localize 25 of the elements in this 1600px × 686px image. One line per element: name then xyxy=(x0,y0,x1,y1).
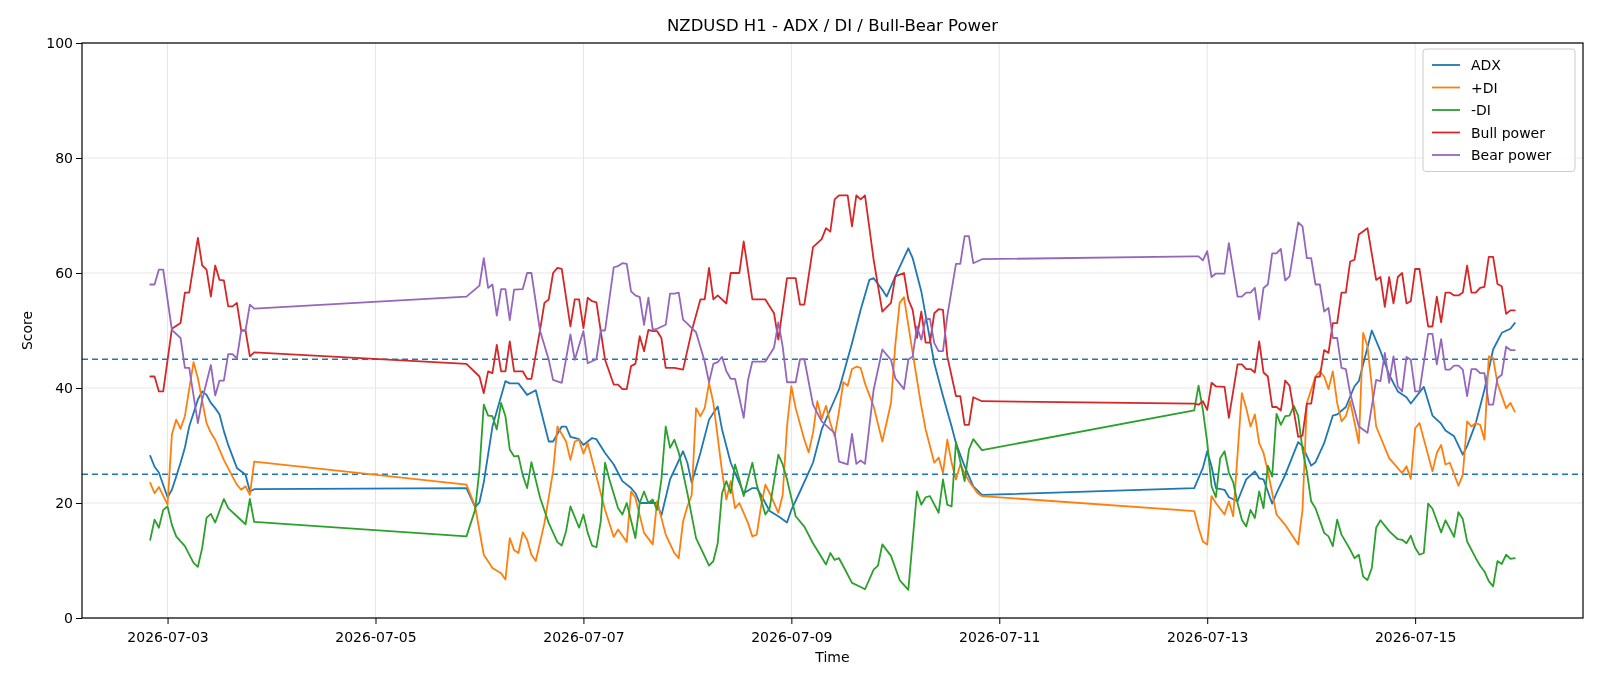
line-series xyxy=(149,221,1516,466)
x-tick-label: 2026-07-07 xyxy=(543,629,625,646)
line-series xyxy=(149,296,1516,581)
x-tick-label: 2026-07-13 xyxy=(1167,629,1249,646)
x-tick-label: 2026-07-09 xyxy=(751,629,833,646)
y-tick-label: 80 xyxy=(55,149,73,166)
y-tick-label: 0 xyxy=(64,609,73,626)
chart-title: NZDUSD H1 - ADX / DI / Bull-Bear Power xyxy=(667,16,999,35)
y-tick-label: 20 xyxy=(55,494,73,511)
x-tick-label: 2026-07-03 xyxy=(127,629,209,646)
legend-label: +DI xyxy=(1471,79,1498,96)
legend-label: Bear power xyxy=(1471,147,1552,163)
x-tick-label: 2026-07-05 xyxy=(335,629,417,646)
x-axis-title: Time xyxy=(814,649,850,665)
y-tick-label: 40 xyxy=(55,379,73,396)
line-series xyxy=(149,194,1516,438)
legend-label: -DI xyxy=(1471,102,1491,118)
y-tick-label: 60 xyxy=(55,264,73,281)
x-tick-label: 2026-07-11 xyxy=(959,629,1041,646)
line-series xyxy=(149,384,1516,591)
legend-label: Bull power xyxy=(1471,124,1546,141)
y-tick-label: 100 xyxy=(46,34,73,51)
legend-label: ADX xyxy=(1471,57,1502,73)
y-axis-title: Score xyxy=(19,310,35,351)
x-tick-label: 2026-07-15 xyxy=(1374,629,1457,646)
